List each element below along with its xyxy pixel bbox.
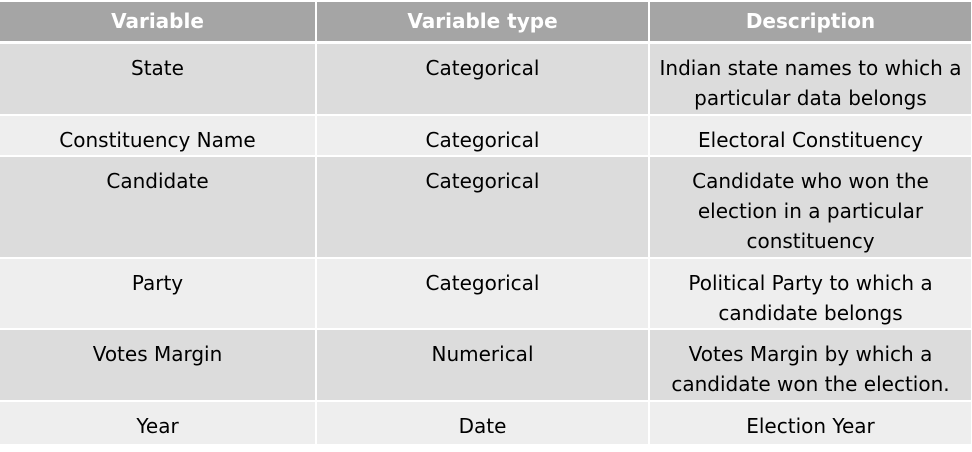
header-row: Variable Variable type Description <box>0 2 972 44</box>
cell-description: Political Party to which a candidate bel… <box>649 258 972 330</box>
cell-variable: Candidate <box>0 156 317 259</box>
table-row: Votes Margin Numerical Votes Margin by w… <box>0 329 972 402</box>
cell-type: Categorical <box>316 115 650 157</box>
cell-variable: State <box>0 42 317 116</box>
cell-variable: Year <box>0 401 317 446</box>
cell-description: Electoral Constituency <box>649 115 972 157</box>
cell-type: Date <box>316 401 650 446</box>
table-row: State Categorical Indian state names to … <box>0 42 972 116</box>
cell-variable: Constituency Name <box>0 115 317 157</box>
cell-type: Categorical <box>316 42 650 116</box>
cell-description: Candidate who won the election in a part… <box>649 156 972 259</box>
cell-variable: Party <box>0 258 317 330</box>
cell-variable: Votes Margin <box>0 329 317 402</box>
cell-type: Categorical <box>316 156 650 259</box>
cell-type: Categorical <box>316 258 650 330</box>
table-row: Constituency Name Categorical Electoral … <box>0 115 972 157</box>
cell-description: Election Year <box>649 401 972 446</box>
header-description: Description <box>649 2 972 44</box>
header-variable-type: Variable type <box>316 2 650 44</box>
cell-description: Votes Margin by which a candidate won th… <box>649 329 972 402</box>
table-row: Candidate Categorical Candidate who won … <box>0 156 972 259</box>
cell-type: Numerical <box>316 329 650 402</box>
table-row: Party Categorical Political Party to whi… <box>0 258 972 330</box>
header-variable: Variable <box>0 2 317 44</box>
table-row: Year Date Election Year <box>0 401 972 446</box>
cell-description: Indian state names to which a particular… <box>649 42 972 116</box>
